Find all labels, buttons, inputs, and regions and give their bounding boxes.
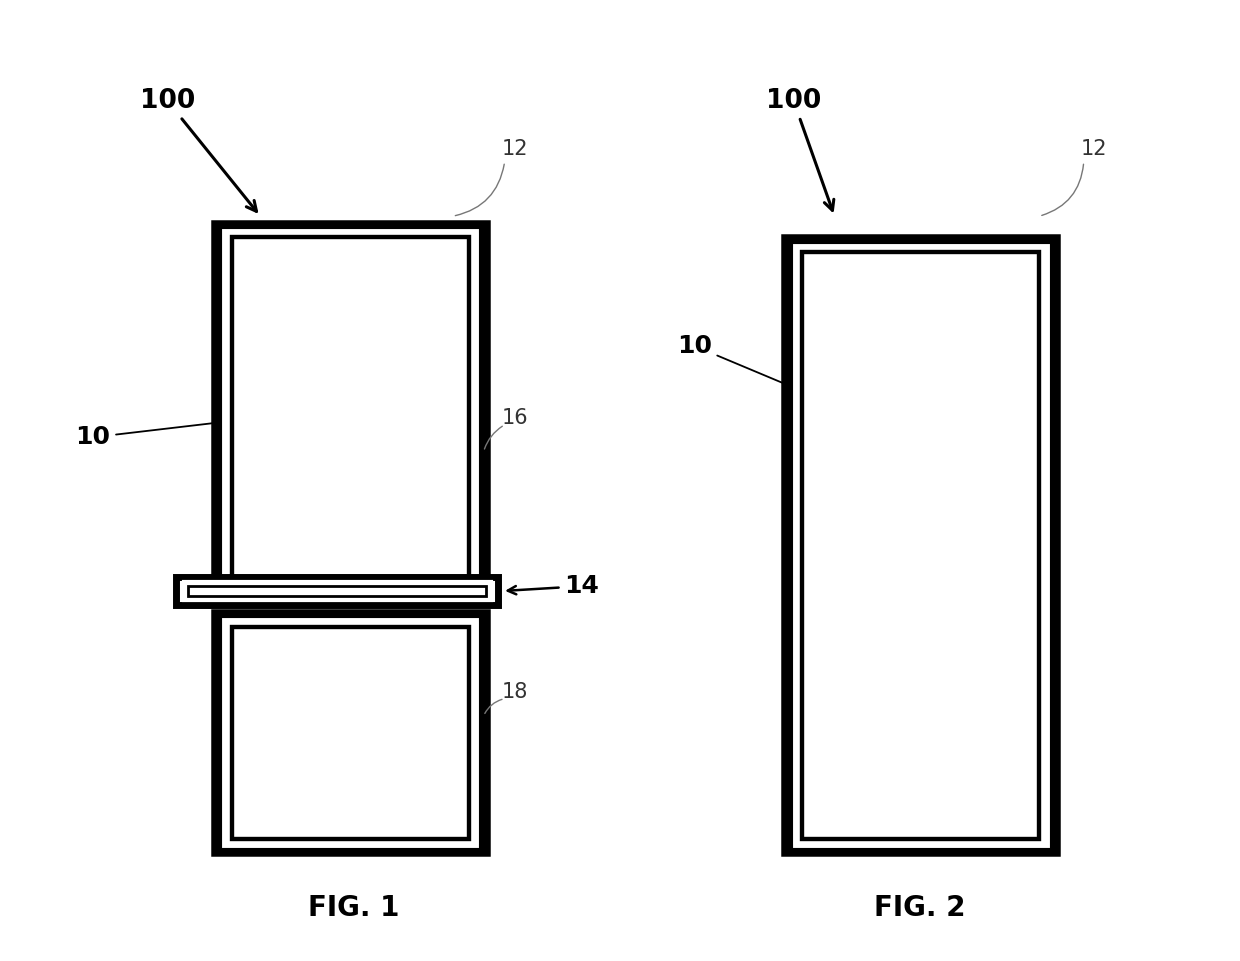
Text: 12: 12 — [501, 139, 528, 159]
Text: 12: 12 — [1080, 139, 1107, 159]
Bar — [176, 577, 498, 605]
Text: 100: 100 — [766, 87, 833, 210]
Text: FIG. 2: FIG. 2 — [874, 894, 966, 923]
Bar — [802, 252, 1039, 839]
Bar — [232, 237, 469, 579]
Bar — [188, 586, 486, 596]
Bar — [232, 627, 469, 839]
Bar — [787, 240, 1054, 850]
Text: 100: 100 — [140, 87, 257, 211]
Bar — [217, 615, 484, 850]
Bar — [226, 622, 475, 844]
Bar — [217, 615, 484, 850]
Text: 14: 14 — [507, 575, 599, 598]
Text: 10: 10 — [76, 423, 213, 449]
Bar — [176, 577, 498, 605]
Text: 16: 16 — [501, 408, 528, 428]
Text: 18: 18 — [501, 682, 528, 702]
Bar — [184, 582, 491, 600]
Bar — [217, 226, 484, 591]
Bar — [217, 226, 484, 591]
Text: FIG. 1: FIG. 1 — [308, 894, 399, 923]
Bar — [796, 247, 1045, 844]
Bar — [226, 233, 475, 584]
Text: 10: 10 — [677, 334, 784, 383]
Bar — [787, 240, 1054, 850]
